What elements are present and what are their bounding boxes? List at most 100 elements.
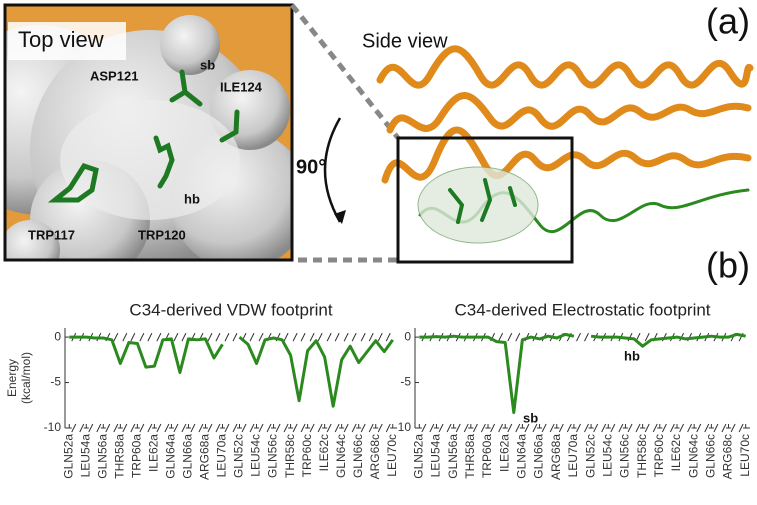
axis-break xyxy=(71,424,84,432)
axis-break xyxy=(259,333,272,342)
x-tick-label: TRP60c xyxy=(652,434,666,477)
axis-break xyxy=(524,424,537,432)
x-tick-label: GLN52c xyxy=(583,434,597,478)
label-bg xyxy=(8,22,126,60)
axis-break xyxy=(421,424,434,432)
axis-break xyxy=(455,423,469,433)
side-view-label: Side view xyxy=(362,30,448,52)
x-tick-label: GLN64c xyxy=(334,434,348,478)
axis-break xyxy=(241,423,255,433)
axis-break xyxy=(207,423,221,433)
axis-break xyxy=(242,424,255,432)
x-tick-label: GLN64a xyxy=(515,434,529,479)
chart-title: C34-derived Electrostatic footprint xyxy=(454,300,710,319)
axis-break xyxy=(439,424,452,432)
axis-break xyxy=(559,424,572,432)
axis-break xyxy=(377,423,391,433)
x-tick-label: ARG68a xyxy=(198,434,212,480)
axis-break xyxy=(713,424,726,432)
axis-break xyxy=(438,423,452,433)
x-tick-label: GLN52c xyxy=(232,434,246,478)
axis-break xyxy=(361,424,374,432)
x-tick-label: ILE62a xyxy=(497,434,511,472)
axis-break xyxy=(490,424,503,432)
axis-break xyxy=(344,424,357,432)
y-axis-label: (kcal/mol) xyxy=(19,352,33,404)
axis-break xyxy=(275,423,289,433)
axis-break xyxy=(628,333,641,342)
axis-break xyxy=(207,424,220,432)
x-tick-label: ARG68c xyxy=(368,434,382,479)
axis-break xyxy=(156,424,169,432)
axis-break xyxy=(644,423,658,433)
axis-break xyxy=(360,423,374,433)
annotation: sb xyxy=(200,57,215,72)
x-tick-label: GLN56c xyxy=(618,434,632,478)
axis-break xyxy=(558,423,572,433)
axis-break xyxy=(456,424,469,432)
axis-break xyxy=(309,423,323,433)
x-tick-label: THR58c xyxy=(635,434,649,478)
axis-break xyxy=(139,423,153,433)
x-tick-label: LEU70c xyxy=(738,434,752,477)
axis-break xyxy=(473,424,486,432)
y-tick-label: 0 xyxy=(54,329,61,343)
x-tick-label: GLN56c xyxy=(266,434,280,478)
axis-break xyxy=(662,424,675,432)
x-tick-label: GLN64a xyxy=(164,434,178,479)
axis-break xyxy=(576,332,589,342)
panel-label: (a) xyxy=(706,1,750,42)
axis-break xyxy=(696,424,709,432)
axis-break xyxy=(259,424,272,432)
x-tick-label: THR58c xyxy=(283,434,297,478)
axis-break xyxy=(88,424,101,432)
axis-break xyxy=(326,332,340,342)
axis-break xyxy=(541,423,555,433)
axis-break xyxy=(730,423,744,433)
residue-label: TRP117 xyxy=(28,227,75,242)
axis-break xyxy=(645,333,658,342)
x-tick-label: GLN66a xyxy=(532,434,546,479)
annotation: hb xyxy=(184,191,200,206)
axis-break xyxy=(293,333,306,342)
axis-break xyxy=(173,332,187,342)
x-tick-label: ARG68c xyxy=(721,434,735,479)
axis-break xyxy=(679,333,692,342)
axis-break xyxy=(105,333,118,342)
annotation: hb xyxy=(624,348,640,363)
x-tick-label: LEU54c xyxy=(600,434,614,477)
top-view-image xyxy=(6,6,291,259)
axis-break xyxy=(628,424,641,432)
x-tick-label: GLN52a xyxy=(411,434,425,479)
x-tick-label: ARG68a xyxy=(549,434,563,480)
rotation-arrow xyxy=(323,117,342,223)
residue-label: ILE124 xyxy=(220,79,263,94)
axis-break xyxy=(139,332,153,342)
axis-break xyxy=(173,333,186,342)
axis-break xyxy=(593,424,606,432)
y-tick-label: -5 xyxy=(400,375,411,389)
chart-title: C34-derived VDW footprint xyxy=(129,300,332,319)
axis-break xyxy=(309,332,323,342)
axis-break xyxy=(343,423,357,433)
x-tick-label: GLN64c xyxy=(686,434,700,478)
arrow-head xyxy=(334,210,346,224)
x-tick-label: GLN52a xyxy=(61,434,75,479)
axis-break xyxy=(610,424,623,432)
axis-break xyxy=(293,424,306,432)
axis-break xyxy=(679,424,692,432)
x-tick-label: LEU70a xyxy=(566,434,580,478)
x-tick-label: ILE62a xyxy=(147,434,161,472)
panel-label: (b) xyxy=(706,245,750,286)
axis-break xyxy=(421,423,435,433)
axis-break xyxy=(627,423,641,433)
axis-break xyxy=(490,333,503,342)
axis-break xyxy=(343,332,357,342)
axis-break xyxy=(122,333,135,342)
axis-break xyxy=(139,424,152,432)
top-view-label: Top view xyxy=(18,27,104,52)
axis-break xyxy=(361,333,374,342)
axis-break xyxy=(173,424,186,432)
axis-break xyxy=(139,333,152,342)
x-tick-label: GLN56a xyxy=(95,434,109,479)
